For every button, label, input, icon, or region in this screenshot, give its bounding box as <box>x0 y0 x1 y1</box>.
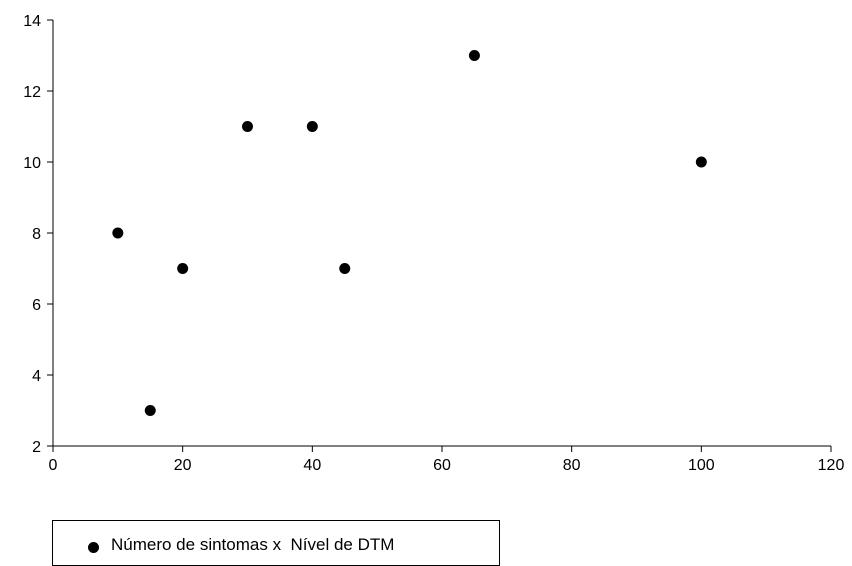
x-tick-label: 120 <box>818 457 845 474</box>
data-point <box>306 121 318 132</box>
data-point <box>242 121 253 132</box>
x-tick-label: 0 <box>49 457 58 474</box>
data-point <box>144 405 156 416</box>
legend-label: Número de sintomas x Nível de DTM <box>111 535 395 554</box>
y-tick-label: 2 <box>32 439 41 456</box>
data-points <box>112 50 707 416</box>
data-point <box>112 227 124 239</box>
legend: Número de sintomas x Nível de DTM <box>52 520 500 566</box>
y-tick-label: 8 <box>32 226 41 243</box>
y-tick-label: 4 <box>32 368 41 385</box>
x-tick-label: 100 <box>688 457 715 474</box>
data-point <box>339 263 351 274</box>
data-point <box>177 263 189 274</box>
data-point <box>468 50 480 61</box>
y-tick-label: 6 <box>32 297 41 314</box>
axes: 0 20 40 60 80 100 120 2 4 6 8 10 12 14 <box>23 13 844 474</box>
y-tick-label: 14 <box>23 13 41 30</box>
data-point <box>695 156 707 168</box>
x-tick-label: 60 <box>433 457 451 474</box>
x-tick-label: 20 <box>174 457 192 474</box>
scatter-chart: 0 20 40 60 80 100 120 2 4 6 8 10 12 14 <box>23 13 844 474</box>
y-tick-label: 12 <box>23 84 41 101</box>
legend-marker-icon <box>88 542 99 553</box>
x-tick-label: 80 <box>563 457 581 474</box>
x-tick-label: 40 <box>303 457 321 474</box>
y-tick-label: 10 <box>23 155 41 172</box>
